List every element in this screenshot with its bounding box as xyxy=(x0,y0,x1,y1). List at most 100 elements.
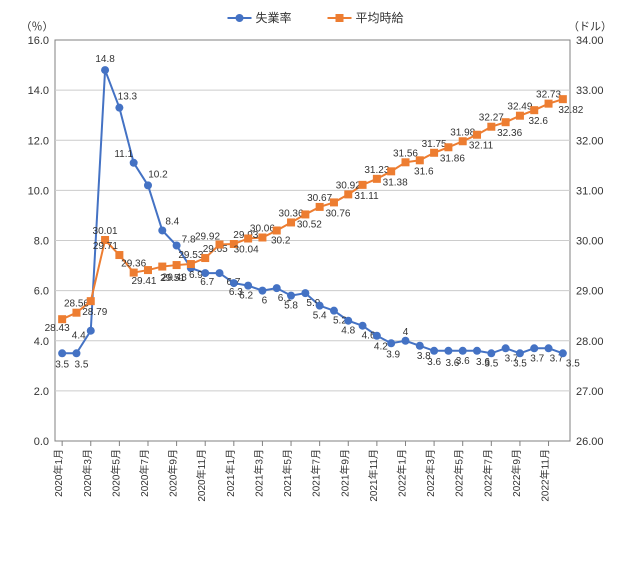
series-marker xyxy=(287,292,295,300)
x-tick-label: 2022年1月 xyxy=(395,449,408,497)
data-label: 6.7 xyxy=(200,277,214,288)
y2-tick: 30.00 xyxy=(576,236,604,248)
data-label: 32.49 xyxy=(507,102,532,113)
data-label: 31.98 xyxy=(450,127,475,138)
y1-tick: 6.0 xyxy=(34,286,49,298)
series-marker xyxy=(72,309,80,317)
series-marker xyxy=(173,261,181,269)
y1-tick: 16.0 xyxy=(28,35,49,47)
series-marker xyxy=(144,266,152,274)
data-label: 31.38 xyxy=(383,177,408,188)
series-marker xyxy=(258,233,266,241)
x-tick-label: 2021年7月 xyxy=(310,449,323,497)
data-label: 14.8 xyxy=(95,54,115,65)
series-marker xyxy=(101,66,109,74)
data-label: 29.41 xyxy=(131,276,156,287)
series-marker xyxy=(473,131,481,139)
x-tick-label: 2021年5月 xyxy=(281,449,294,497)
data-label: 32.11 xyxy=(469,141,494,152)
data-label: 29.65 xyxy=(203,244,228,255)
y2-tick: 34.00 xyxy=(576,35,604,47)
series-marker xyxy=(530,106,538,114)
data-label: 31.11 xyxy=(354,191,379,202)
data-label: 30.92 xyxy=(336,180,361,191)
data-label: 29.36 xyxy=(121,259,146,270)
x-tick-label: 2021年3月 xyxy=(252,449,265,497)
series-marker xyxy=(87,327,95,335)
data-label: 11.1 xyxy=(114,149,133,160)
y1-tick: 0.0 xyxy=(34,436,49,448)
data-label: 5.8 xyxy=(284,301,298,312)
data-label: 3.5 xyxy=(566,358,580,369)
data-label: 32.36 xyxy=(497,128,522,139)
x-tick-label: 2022年9月 xyxy=(510,449,523,497)
data-label: 32.6 xyxy=(529,116,549,127)
series-marker xyxy=(359,322,367,330)
data-label: 3.5 xyxy=(484,358,498,369)
y1-tick: 2.0 xyxy=(34,386,49,398)
data-label: 28.43 xyxy=(45,323,70,334)
y2-tick: 28.00 xyxy=(576,336,604,348)
data-label: 8.4 xyxy=(165,216,179,227)
series-marker xyxy=(559,349,567,357)
data-label: 29.71 xyxy=(93,241,118,252)
chart-container: 0.02.04.06.08.010.012.014.016.026.0027.0… xyxy=(0,0,635,561)
y2-tick: 31.00 xyxy=(576,185,604,197)
data-label: 4.4 xyxy=(72,331,86,342)
series-marker xyxy=(545,100,553,108)
series-marker xyxy=(58,349,66,357)
series-marker xyxy=(158,226,166,234)
series-marker xyxy=(359,181,367,189)
series-marker xyxy=(87,297,95,305)
data-label: 3.7 xyxy=(530,353,544,364)
x-tick-label: 2020年7月 xyxy=(138,449,151,497)
data-label: 5.4 xyxy=(313,311,327,322)
x-tick-label: 2021年11月 xyxy=(367,449,380,502)
data-label: 29.53 xyxy=(178,250,203,261)
data-label: 31.86 xyxy=(440,153,465,164)
series-marker xyxy=(130,159,138,167)
x-tick-label: 2021年1月 xyxy=(224,449,237,497)
series-marker xyxy=(416,156,424,164)
x-tick-label: 2022年11月 xyxy=(539,449,552,502)
series-marker xyxy=(301,210,309,218)
series-marker xyxy=(473,347,481,355)
y1-tick: 12.0 xyxy=(28,135,49,147)
series-marker xyxy=(273,284,281,292)
legend-label-1: 失業率 xyxy=(256,10,292,25)
data-label: 3.6 xyxy=(427,357,441,368)
x-tick-label: 2022年7月 xyxy=(481,449,494,497)
y1-axis-label: （％） xyxy=(21,20,54,33)
x-tick-label: 2020年3月 xyxy=(81,449,94,497)
data-label: 32.27 xyxy=(479,113,504,124)
series-marker xyxy=(401,158,409,166)
series-marker xyxy=(430,149,438,157)
y2-tick: 26.00 xyxy=(576,436,604,448)
data-label: 31.56 xyxy=(393,148,418,159)
data-label: 13.3 xyxy=(118,92,138,103)
series-marker xyxy=(244,234,252,242)
data-label: 3.9 xyxy=(386,349,400,360)
data-label: 32.73 xyxy=(536,90,561,101)
series-marker xyxy=(330,198,338,206)
series-marker xyxy=(459,137,467,145)
data-label: 3.5 xyxy=(75,359,89,370)
series-marker xyxy=(216,269,224,277)
series-marker xyxy=(316,302,324,310)
data-label: 6.2 xyxy=(239,291,253,302)
series-marker xyxy=(430,347,438,355)
series-marker xyxy=(230,279,238,287)
series-marker xyxy=(502,118,510,126)
series-marker xyxy=(530,344,538,352)
data-label: 30.2 xyxy=(271,235,291,246)
data-label: 31.23 xyxy=(364,165,389,176)
data-label: 30.06 xyxy=(250,223,275,234)
chart-svg: 0.02.04.06.08.010.012.014.016.026.0027.0… xyxy=(0,0,635,561)
series-marker xyxy=(387,167,395,175)
data-label: 3.5 xyxy=(513,358,527,369)
x-tick-label: 2022年5月 xyxy=(453,449,466,497)
series-marker xyxy=(516,112,524,120)
series-marker xyxy=(58,315,66,323)
x-tick-label: 2020年5月 xyxy=(109,449,122,497)
data-label: 4.8 xyxy=(341,326,355,337)
